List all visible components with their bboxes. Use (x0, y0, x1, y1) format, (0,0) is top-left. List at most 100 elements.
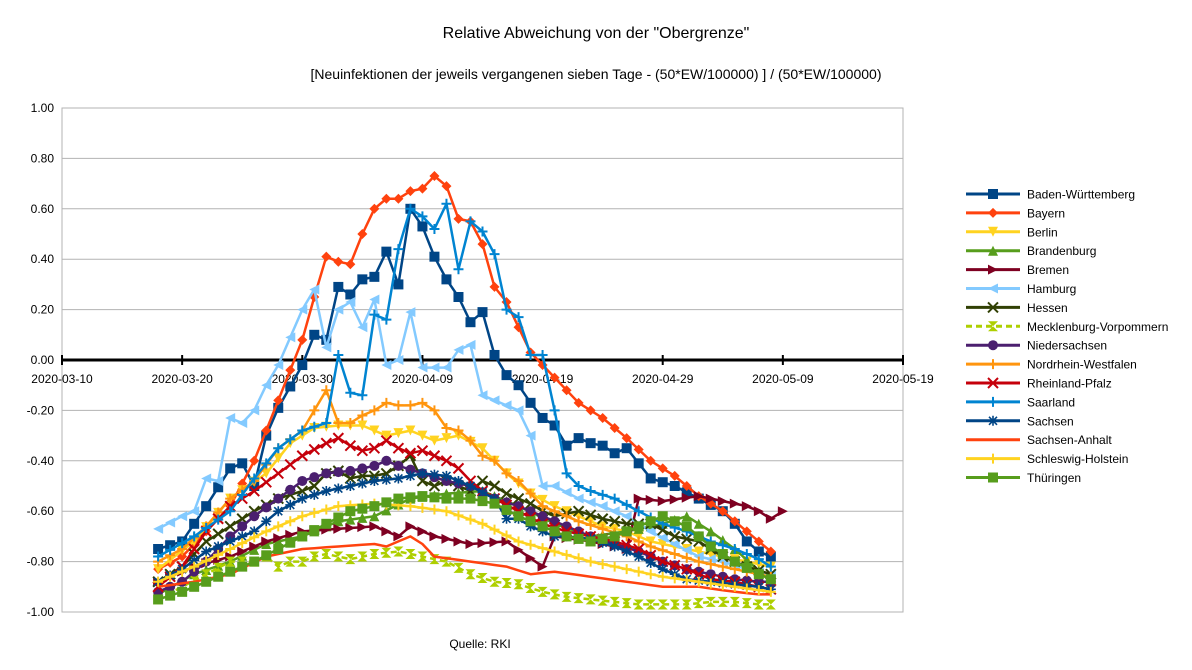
data-point (453, 475, 464, 486)
data-point (212, 528, 224, 540)
chart-source: Quelle: RKI (449, 637, 510, 651)
data-point (429, 171, 440, 182)
data-point (225, 544, 236, 554)
data-point (249, 473, 260, 484)
data-point (741, 562, 752, 573)
data-point (213, 482, 224, 493)
data-point (165, 544, 176, 555)
data-point (645, 516, 656, 527)
data-point (465, 481, 476, 491)
data-point (165, 517, 176, 528)
data-point (189, 566, 200, 577)
data-point (669, 516, 680, 527)
data-point (525, 583, 536, 594)
data-point (549, 546, 560, 557)
data-point (441, 506, 452, 517)
data-point (441, 493, 452, 504)
data-point (741, 536, 752, 547)
data-point (453, 264, 464, 275)
data-point (225, 493, 236, 504)
data-point (669, 470, 680, 481)
data-point (165, 571, 176, 582)
data-point (345, 514, 356, 525)
data-point (597, 501, 608, 512)
data-point (381, 474, 392, 485)
data-point (440, 455, 453, 467)
data-point (596, 513, 609, 525)
data-point (357, 322, 368, 333)
data-point (501, 578, 512, 589)
data-point (441, 362, 452, 373)
data-point (404, 447, 417, 459)
data-point (465, 514, 476, 525)
data-point (693, 491, 704, 502)
data-point (585, 556, 596, 567)
legend-label: Thüringen (1027, 471, 1081, 485)
data-point (309, 329, 320, 340)
data-point (765, 561, 776, 572)
data-point (453, 562, 464, 573)
data-point (297, 425, 308, 436)
data-point (621, 443, 632, 454)
data-point (213, 571, 224, 582)
legend-marker (988, 189, 998, 199)
data-point (273, 536, 284, 547)
data-point (381, 314, 392, 325)
data-point (417, 491, 428, 502)
data-point (261, 468, 272, 479)
data-point (561, 511, 572, 522)
data-point (513, 312, 524, 323)
data-point (488, 480, 501, 492)
data-point (321, 504, 332, 515)
legend-marker (988, 415, 998, 426)
data-point (321, 251, 332, 262)
data-point (489, 249, 500, 260)
data-point (585, 486, 596, 497)
data-point (609, 541, 620, 552)
data-point (357, 229, 368, 239)
x-tick-label: 2020-05-09 (752, 372, 814, 386)
data-point (645, 599, 656, 610)
data-point (321, 385, 332, 396)
data-point (717, 549, 728, 560)
data-point (321, 334, 332, 345)
data-point (225, 412, 236, 423)
data-point (525, 516, 536, 527)
legend-marker (988, 472, 998, 483)
data-point (285, 529, 296, 540)
data-point (476, 475, 489, 487)
data-point (261, 538, 272, 549)
data-point (237, 531, 248, 542)
data-point (477, 226, 488, 237)
data-point (249, 556, 260, 567)
data-point (621, 526, 632, 537)
data-point (573, 397, 584, 408)
data-point (645, 494, 656, 505)
data-point (273, 561, 284, 572)
data-point (441, 181, 452, 192)
data-point (585, 438, 596, 449)
data-point (549, 405, 560, 416)
x-tick-label: 2020-04-09 (392, 372, 454, 386)
data-point (561, 440, 572, 451)
data-point (237, 458, 248, 469)
data-point (717, 506, 728, 517)
data-point (153, 576, 164, 587)
data-point (597, 559, 608, 570)
y-tick-label: 0.00 (31, 353, 55, 367)
data-point (717, 580, 728, 591)
data-point (453, 292, 464, 302)
data-point (333, 551, 344, 562)
y-tick-label: -1.00 (27, 605, 55, 619)
series-15 (153, 491, 776, 605)
data-point (753, 585, 764, 596)
data-point (273, 402, 284, 413)
data-point (621, 564, 632, 575)
data-point (584, 509, 597, 521)
data-point (717, 540, 728, 551)
data-point (537, 561, 548, 572)
data-point (381, 526, 392, 537)
data-point (153, 544, 164, 554)
data-point (453, 425, 464, 436)
data-point (489, 576, 500, 587)
